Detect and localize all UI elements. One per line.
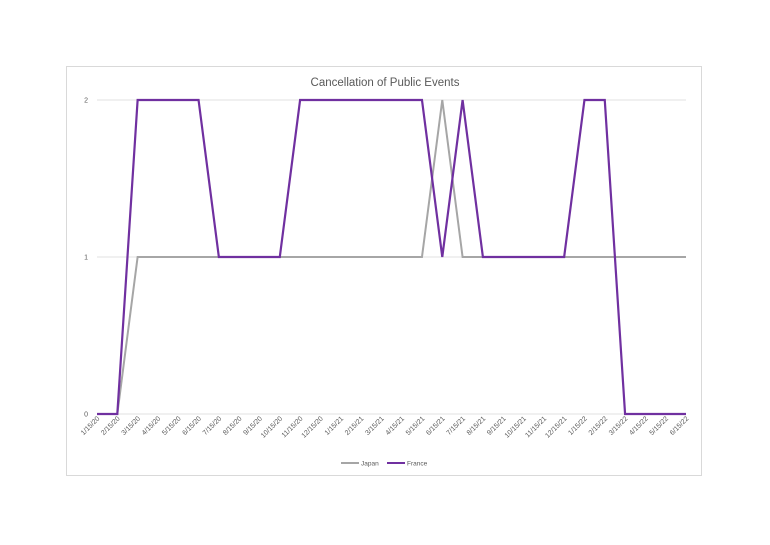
y-tick-label: 0 <box>84 412 88 419</box>
y-tick-label: 2 <box>84 98 88 105</box>
series-line-france <box>97 98 686 416</box>
x-tick-label: 3/15/22 <box>608 415 630 437</box>
x-tick-label: 4/15/21 <box>385 415 407 437</box>
x-tick-label: 6/15/20 <box>181 415 203 437</box>
x-tick-label: 5/15/21 <box>405 415 427 437</box>
x-tick-label: 3/15/20 <box>121 415 143 437</box>
line-chart: Cancellation of Public Events 0 1 2 1/15/2… <box>80 77 691 467</box>
y-tick-label: 1 <box>84 255 88 262</box>
y-axis-ticks: 0 1 2 <box>84 98 88 419</box>
legend: Japan France <box>341 460 428 467</box>
x-tick-label: 7/15/20 <box>202 415 224 437</box>
x-tick-label: 6/15/21 <box>425 415 447 437</box>
x-tick-label: 8/15/21 <box>466 415 488 437</box>
x-tick-label: 6/15/22 <box>669 415 691 437</box>
legend-label-japan: Japan <box>361 460 379 467</box>
x-tick-label: 8/15/20 <box>222 415 244 437</box>
x-tick-label: 5/15/20 <box>161 415 183 437</box>
series-lines <box>97 98 686 416</box>
x-tick-label: 12/15/21 <box>544 415 568 439</box>
series-line-japan <box>97 99 686 415</box>
x-tick-label: 7/15/21 <box>446 415 468 437</box>
x-tick-label: 12/15/20 <box>301 415 325 439</box>
x-tick-label: 10/15/21 <box>504 415 528 439</box>
x-tick-label: 4/15/22 <box>628 415 650 437</box>
x-tick-label: 2/15/20 <box>100 415 122 437</box>
legend-label-france: France <box>407 460 428 467</box>
x-tick-label: 3/15/21 <box>364 415 386 437</box>
x-tick-label: 5/15/22 <box>649 415 671 437</box>
x-tick-label: 1/15/22 <box>567 415 589 437</box>
x-tick-label: 4/15/20 <box>141 415 163 437</box>
chart-title: Cancellation of Public Events <box>311 77 460 89</box>
chart-area: Cancellation of Public Events 0 1 2 1/15/2… <box>66 66 702 476</box>
x-tick-label: 1/15/20 <box>80 415 102 437</box>
x-axis-ticks: 1/15/202/15/203/15/204/15/205/15/206/15/… <box>80 415 691 439</box>
x-tick-label: 2/15/21 <box>344 415 366 437</box>
x-tick-label: 1/15/21 <box>324 415 346 437</box>
x-tick-label: 10/15/20 <box>260 415 284 439</box>
x-tick-label: 2/15/22 <box>588 415 610 437</box>
